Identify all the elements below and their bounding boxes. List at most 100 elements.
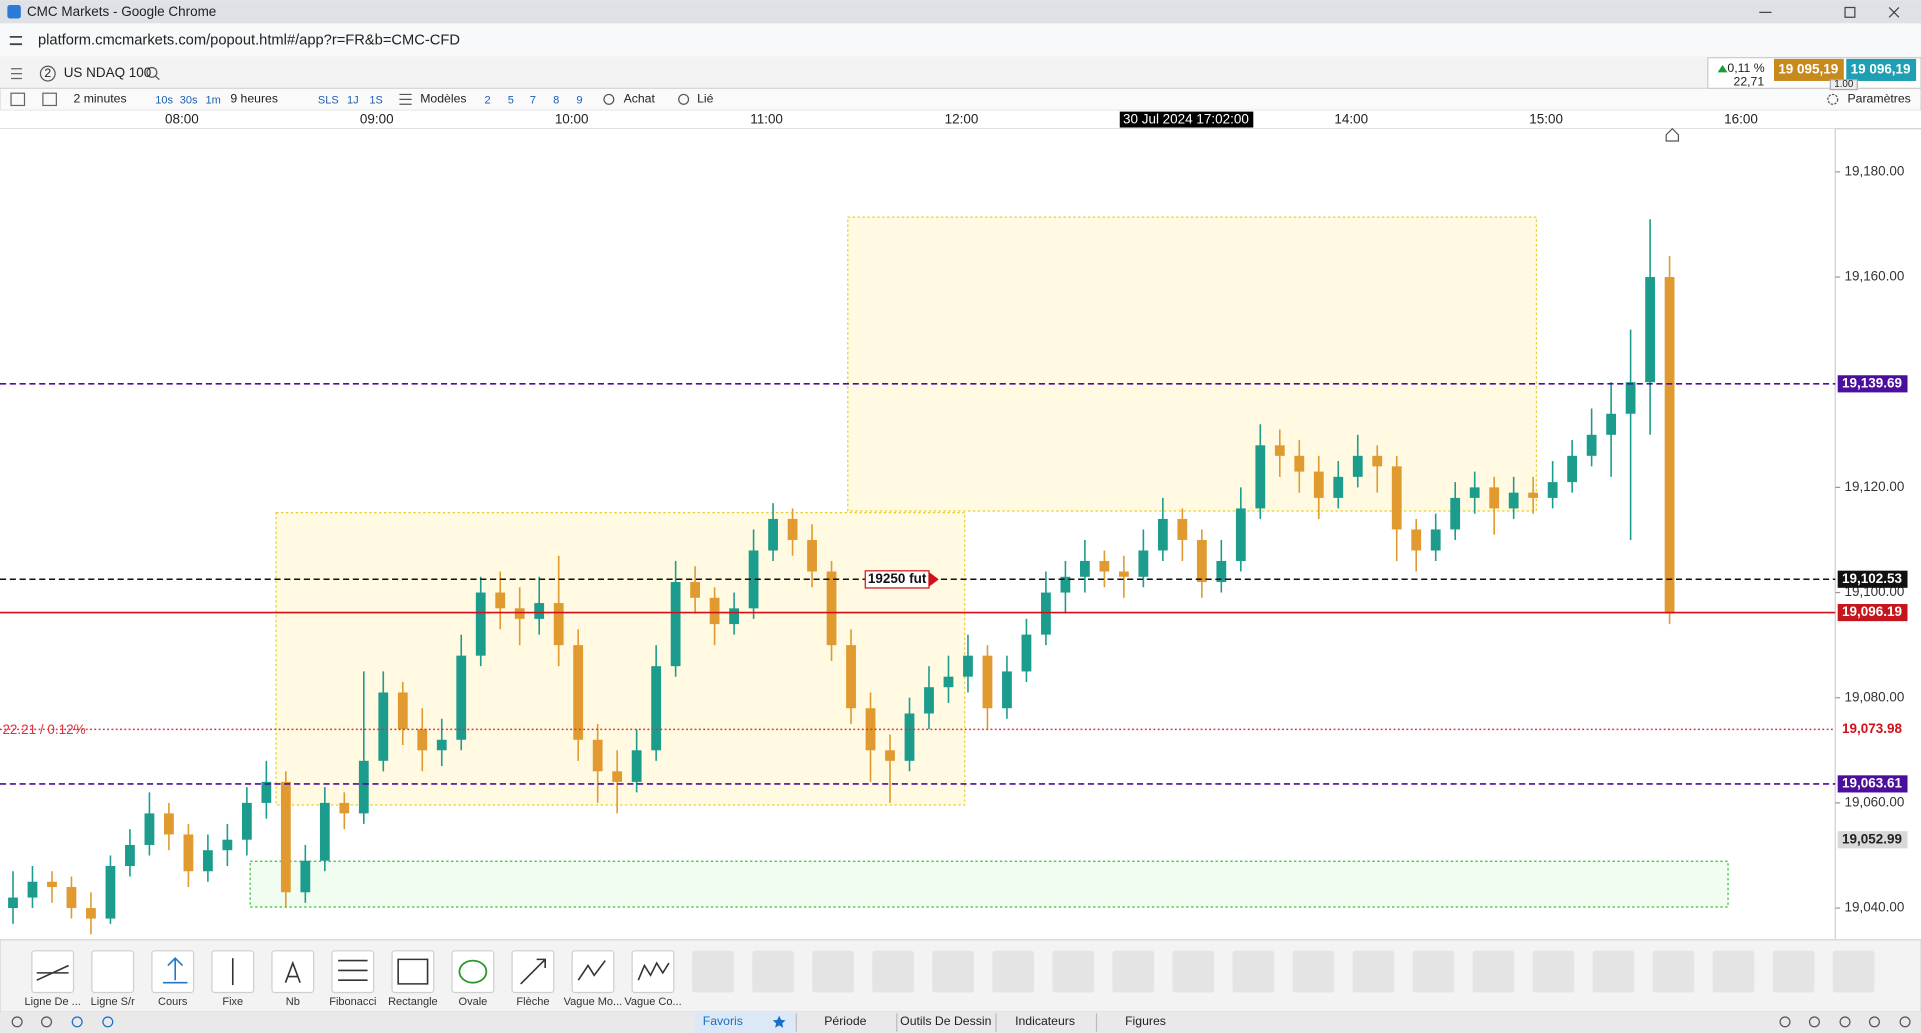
empty-slot[interactable]: [1712, 950, 1755, 993]
footer-icon[interactable]: [102, 1016, 114, 1028]
tab[interactable]: Favoris: [703, 1014, 743, 1028]
tool-button[interactable]: [571, 950, 615, 994]
empty-slot[interactable]: [692, 950, 734, 993]
preset[interactable]: 7: [530, 94, 536, 106]
interval-button[interactable]: 1m: [206, 94, 221, 106]
period-button[interactable]: 1J: [347, 94, 359, 106]
interval-button[interactable]: 30s: [180, 94, 198, 106]
home-marker[interactable]: [1665, 127, 1680, 142]
range[interactable]: 9 heures: [230, 92, 278, 106]
crosshair-label-bg: [1119, 111, 1254, 128]
templates[interactable]: Modèles: [420, 92, 466, 106]
empty-slot[interactable]: [992, 950, 1035, 993]
site-info-icon[interactable]: [9, 35, 23, 46]
candle-body: [1625, 382, 1636, 414]
window-control[interactable]: [1888, 7, 1900, 18]
empty-slot[interactable]: [812, 950, 854, 993]
empty-slot[interactable]: [1292, 950, 1335, 993]
empty-slot[interactable]: [1052, 950, 1095, 993]
tab[interactable]: Figures: [1125, 1014, 1166, 1028]
footer-icon[interactable]: [1868, 1016, 1880, 1028]
empty-slot[interactable]: [1772, 950, 1815, 993]
preset[interactable]: 8: [553, 94, 559, 106]
empty-slot[interactable]: [1832, 950, 1875, 993]
empty-slot[interactable]: [872, 950, 914, 993]
interval[interactable]: 2 minutes: [74, 92, 127, 106]
layout-icon[interactable]: [42, 92, 57, 107]
empty-slot[interactable]: [1112, 950, 1155, 993]
empty-slot[interactable]: [932, 950, 974, 993]
preset[interactable]: 2: [485, 94, 491, 106]
tool-glyph: [520, 958, 546, 985]
footer-icon[interactable]: [1808, 1016, 1820, 1028]
interval-button[interactable]: 10s: [155, 94, 173, 106]
empty-slot[interactable]: [1172, 950, 1215, 993]
window-control[interactable]: [1844, 6, 1856, 18]
tool-label[interactable]: Vague Mo...: [564, 996, 623, 1008]
tool-button[interactable]: [271, 950, 315, 994]
templates-icon[interactable]: [399, 93, 412, 105]
footer-icon[interactable]: [1779, 1016, 1791, 1028]
buy-price[interactable]: 19 096,19: [1851, 62, 1911, 77]
footer-icon[interactable]: [1839, 1016, 1851, 1028]
period-button[interactable]: SLS: [318, 94, 339, 106]
tab[interactable]: Période: [824, 1014, 866, 1028]
empty-slot[interactable]: [1232, 950, 1275, 993]
empty-slot[interactable]: [1472, 950, 1515, 993]
footer-icon[interactable]: [1899, 1016, 1911, 1028]
tool-label[interactable]: Flèche: [516, 996, 549, 1008]
candle-body: [904, 713, 915, 761]
tab[interactable]: Indicateurs: [1015, 1014, 1075, 1028]
instrument-name[interactable]: US NDAQ 100: [64, 65, 152, 80]
quantity-box[interactable]: [1829, 79, 1858, 91]
tool-label[interactable]: Fixe: [222, 996, 243, 1008]
tool-button[interactable]: [391, 950, 435, 994]
settings[interactable]: Paramètres: [1847, 92, 1910, 106]
tool-label[interactable]: Cours: [158, 996, 188, 1008]
preset[interactable]: 5: [508, 94, 514, 106]
tool-label[interactable]: Fibonacci: [329, 996, 376, 1008]
empty-slot[interactable]: [752, 950, 794, 993]
empty-slot[interactable]: [1652, 950, 1695, 993]
menu-icon[interactable]: [11, 68, 23, 80]
settings-icon[interactable]: [1827, 93, 1839, 105]
search-icon[interactable]: [146, 66, 158, 78]
tool-label[interactable]: Ovale: [459, 996, 488, 1008]
footer-icon[interactable]: [11, 1016, 23, 1028]
empty-slot[interactable]: [1412, 950, 1455, 993]
candle-body: [280, 781, 291, 893]
order-icon[interactable]: [603, 93, 615, 105]
candle-body: [1606, 413, 1617, 435]
empty-slot[interactable]: [1532, 950, 1575, 993]
sell-box[interactable]: [1773, 58, 1844, 81]
order[interactable]: Achat: [624, 92, 656, 106]
empty-slot[interactable]: [1592, 950, 1635, 993]
tool-label[interactable]: Ligne S/r: [91, 996, 135, 1008]
preset[interactable]: 9: [576, 94, 582, 106]
tool-button[interactable]: [451, 950, 495, 994]
url[interactable]: platform.cmcmarkets.com/popout.html#/app…: [38, 32, 460, 48]
tool-label[interactable]: Vague Co...: [624, 996, 681, 1008]
quantity[interactable]: 1.00: [1834, 79, 1854, 90]
tool-button[interactable]: [151, 950, 195, 994]
period-button[interactable]: 1S: [369, 94, 382, 106]
candle-body: [943, 676, 954, 688]
tab-active[interactable]: [694, 1012, 797, 1033]
link-icon[interactable]: [678, 93, 690, 105]
y-tick-label: 19,060.00: [1844, 794, 1904, 809]
sell-price[interactable]: 19 095,19: [1778, 62, 1838, 77]
buy-box[interactable]: [1846, 58, 1917, 81]
candle-body: [1235, 508, 1246, 561]
tool-label[interactable]: Rectangle: [388, 996, 438, 1008]
tool-button[interactable]: [31, 950, 75, 994]
footer-icon[interactable]: [41, 1016, 53, 1028]
list-icon[interactable]: [10, 92, 26, 107]
tool-label[interactable]: Ligne De ...: [25, 996, 81, 1008]
footer-icon[interactable]: [71, 1016, 83, 1028]
link[interactable]: Lié: [697, 92, 714, 106]
empty-slot[interactable]: [1352, 950, 1395, 993]
tool-button[interactable]: [331, 950, 375, 994]
tool-button[interactable]: [91, 950, 135, 994]
tool-label[interactable]: Nb: [286, 996, 300, 1008]
tab[interactable]: Outils De Dessin: [900, 1014, 991, 1028]
